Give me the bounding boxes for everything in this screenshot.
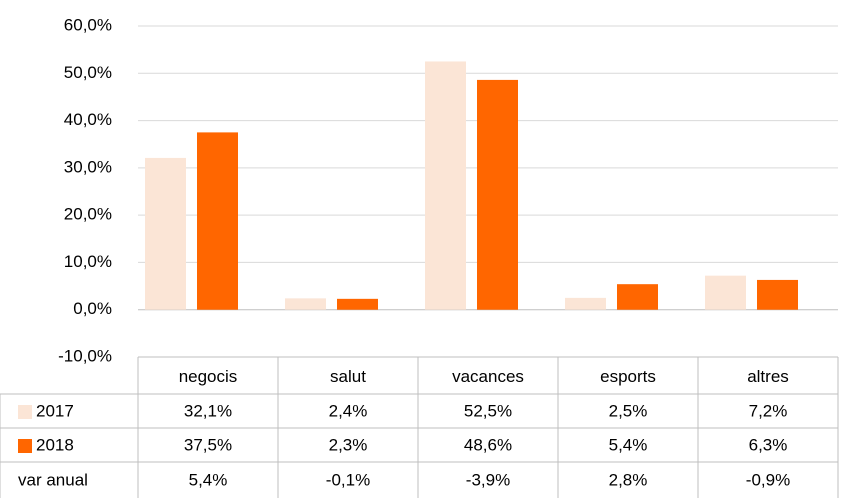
table-cell: 52,5% [464, 401, 512, 420]
y-tick-label: 0,0% [73, 299, 112, 318]
bar [337, 298, 378, 310]
legend-label: 2018 [36, 435, 74, 454]
table-cell: 2,4% [329, 401, 368, 420]
table-cell: 2,3% [329, 435, 368, 454]
table-cell: 5,4% [609, 435, 648, 454]
y-tick-label: -10,0% [58, 346, 112, 365]
bar [285, 298, 326, 310]
table-cell: 2,5% [609, 401, 648, 420]
x-tick-label: negocis [179, 367, 238, 386]
x-tick-label: esports [600, 367, 656, 386]
bar [705, 275, 746, 310]
table-cell: -0,1% [326, 470, 370, 489]
table-cell: -3,9% [466, 470, 510, 489]
y-tick-label: 20,0% [64, 205, 112, 224]
legend-swatch [18, 405, 32, 419]
row-label: var anual [18, 470, 88, 489]
bar [197, 132, 238, 310]
legend-swatch [18, 439, 32, 453]
bar [425, 61, 466, 310]
table-cell: 5,4% [189, 470, 228, 489]
legend-label: 2017 [36, 401, 74, 420]
y-tick-label: 60,0% [64, 15, 112, 34]
table-cell: 2,8% [609, 470, 648, 489]
bar [617, 284, 658, 310]
table-cell: 32,1% [184, 401, 232, 420]
table-cell: 7,2% [749, 401, 788, 420]
bar [477, 79, 518, 310]
bar [145, 157, 186, 310]
table-cell: 48,6% [464, 435, 512, 454]
table-cell: -0,9% [746, 470, 790, 489]
x-tick-label: vacances [452, 367, 524, 386]
y-tick-label: 10,0% [64, 252, 112, 271]
bar [757, 279, 798, 310]
x-tick-label: salut [330, 367, 366, 386]
bar [565, 297, 606, 310]
x-tick-label: altres [747, 367, 789, 386]
table-cell: 37,5% [184, 435, 232, 454]
y-tick-label: 30,0% [64, 157, 112, 176]
table-cell: 6,3% [749, 435, 788, 454]
y-tick-label: 40,0% [64, 110, 112, 129]
y-tick-label: 50,0% [64, 63, 112, 82]
